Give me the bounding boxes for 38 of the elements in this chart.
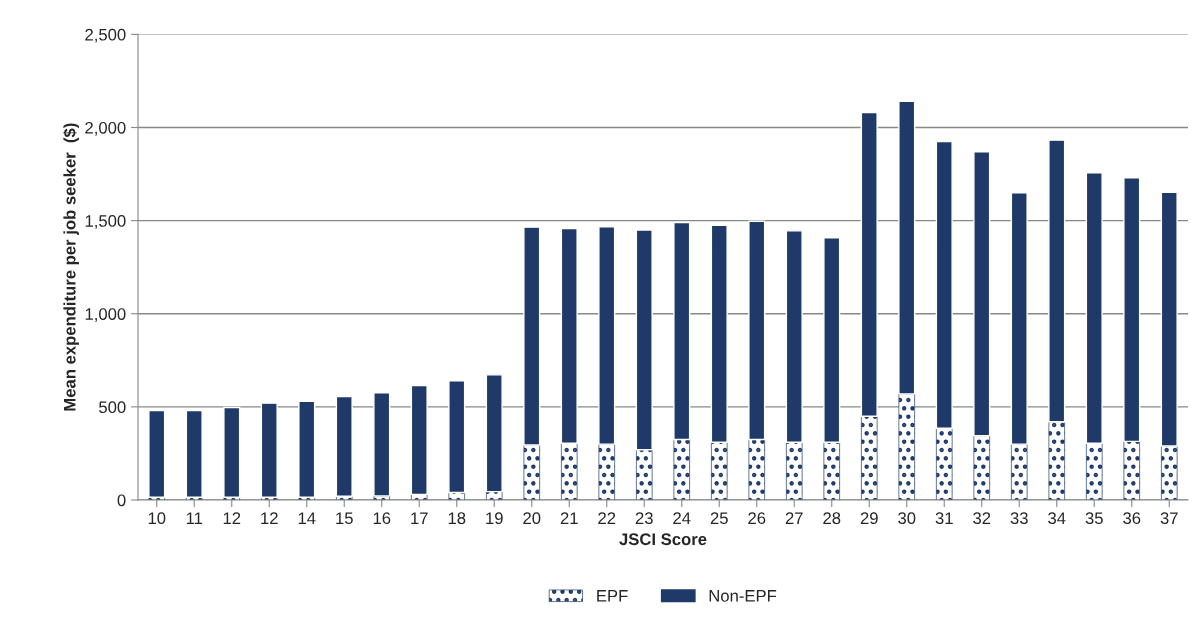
x-tick-label: 24 [673, 512, 691, 524]
x-tick-label: 10 [148, 512, 166, 525]
x-tick-label: 12 [261, 512, 278, 524]
x-tick-label: 11 [186, 512, 203, 524]
x-tick-label: 31 [935, 512, 953, 525]
x-tick-label: 29 [860, 512, 878, 525]
y-tick-label: 2,000 [85, 121, 126, 136]
legend-label: Non-EPF [709, 590, 777, 602]
x-tick-label: 34 [1048, 512, 1066, 525]
x-tick-label: 30 [898, 512, 916, 525]
x-tick-label: 23 [635, 512, 653, 525]
x-tick-label: 21 [560, 512, 578, 524]
x-tick-label: 28 [823, 512, 841, 525]
x-tick-label: 20 [523, 512, 541, 525]
x-tick-label: 12 [223, 512, 241, 524]
x-tick-label: 36 [1123, 512, 1141, 525]
x-tick-label: 18 [448, 512, 466, 525]
x-tick-label: 22 [598, 512, 616, 524]
legend-label: EPF [597, 590, 628, 602]
y-tick-label: 1,000 [85, 308, 126, 322]
y-tick-label: 1,500 [85, 215, 126, 229]
x-tick-label: 35 [1085, 512, 1103, 525]
x-tick-label: 14 [298, 512, 316, 524]
x-axis-title: JSCI Score [619, 533, 707, 546]
x-tick-label: 16 [373, 512, 391, 525]
x-tick-label: 26 [748, 512, 766, 525]
x-tick-label: 33 [1010, 512, 1028, 525]
x-tick-label: 32 [973, 512, 991, 525]
x-tick-label: 27 [785, 512, 803, 524]
y-tick-label: 500 [99, 401, 126, 414]
x-tick-label: 37 [1160, 512, 1178, 525]
x-tick-label: 15 [336, 512, 353, 525]
x-tick-label: 17 [411, 512, 428, 524]
x-tick-label: 25 [710, 512, 728, 525]
x-tick-label: 19 [486, 512, 503, 525]
y-tick-label: 2,500 [85, 28, 126, 43]
y-tick-label: 0 [117, 494, 126, 507]
y-axis-title: Mean expenditure per job seeker ($) [63, 123, 79, 411]
